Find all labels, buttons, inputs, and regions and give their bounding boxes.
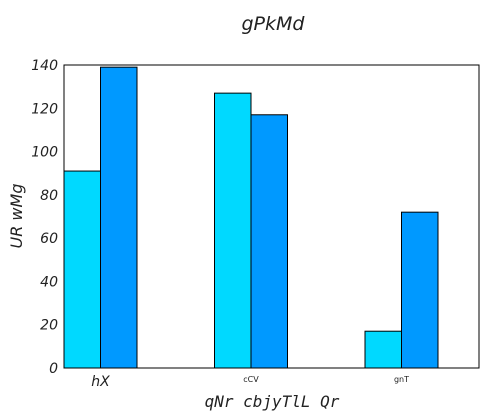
- bar-cCV-series-2: [250, 114, 288, 369]
- bar-gnT-series-1: [364, 330, 402, 369]
- bar-hX-series-1: [63, 170, 101, 369]
- y-tick-label: 20: [40, 318, 58, 334]
- x-axis-label: qNr cbjyTlL Qr: [205, 392, 340, 411]
- y-tick-label: 60: [40, 231, 58, 247]
- y-tick-label: 0: [49, 361, 58, 377]
- x-tick-label-cCV: cCV: [243, 375, 259, 384]
- y-tick-label: 140: [31, 58, 58, 74]
- x-ticks-group: hX cCV gnT: [91, 374, 409, 390]
- plot-frame: [63, 64, 480, 369]
- y-tick-label: 40: [40, 274, 58, 290]
- x-tick-label-gnT: gnT: [394, 375, 409, 384]
- bar-gnT-series-2: [401, 211, 439, 369]
- bar-hX-series-2: [100, 66, 138, 369]
- y-tick-label: 100: [31, 145, 58, 161]
- y-tick-label: 120: [31, 101, 58, 117]
- bars-group: [63, 66, 439, 369]
- y-ticks-group: 0 20 40 60 80 100 120 140: [31, 58, 58, 377]
- chart-title: gPkMd: [242, 13, 306, 35]
- bar-cCV-series-1: [214, 92, 252, 369]
- x-tick-label-hX: hX: [91, 374, 110, 390]
- y-tick-label: 80: [40, 188, 58, 204]
- y-axis-label: UR wMg: [7, 184, 26, 249]
